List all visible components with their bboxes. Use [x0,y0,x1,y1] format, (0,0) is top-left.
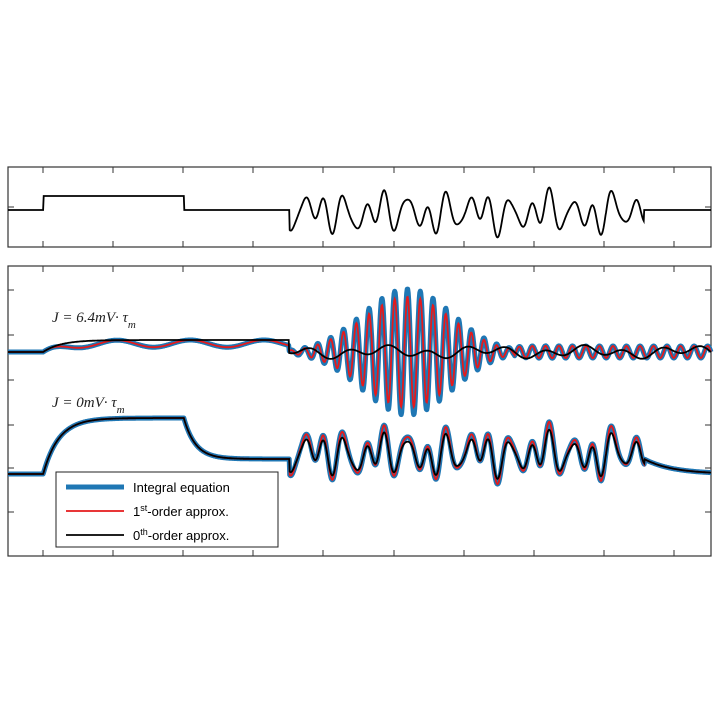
response-panel-frame [7,265,712,557]
j64-zeroth-order-line [8,339,712,360]
response-panel-ticks [8,266,711,556]
legend: Integral equation 1st-order approx. 0th-… [55,471,279,548]
annotation-j0: J = 0mV· τm [52,395,125,416]
annotation-j64: J = 6.4mV· τm [52,310,136,331]
response-panel: J = 6.4mV· τm J = 0mV· τm Integral equat… [6,265,714,557]
j0-zeroth-order-line [8,417,711,480]
legend-label-integral: Integral equation [133,480,230,495]
legend-label-zeroth-order: 0th-order approx. [133,527,229,543]
input-panel-ticks [8,167,711,247]
input-panel [7,166,712,248]
input-signal-line [8,186,711,239]
input-panel-frame [7,166,712,248]
legend-label-first-order: 1st-order approx. [133,503,229,519]
